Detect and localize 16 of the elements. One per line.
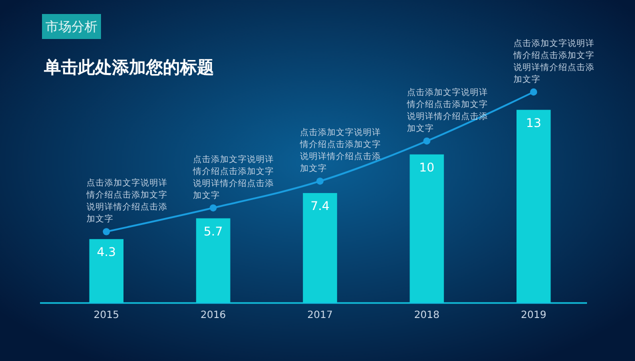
annotation: 点击添加文字说明详情介绍点击添加文字说明详情介绍点击添加文字 bbox=[512, 38, 595, 85]
annotation: 点击添加文字说明详情介绍点击添加文字说明详情介绍点击添加文字 bbox=[85, 178, 168, 225]
annotation: 点击添加文字说明详情介绍点击添加文字说明详情介绍点击添加文字 bbox=[192, 154, 274, 201]
data-label: 10 bbox=[419, 160, 434, 174]
data-label: 5.7 bbox=[204, 224, 223, 238]
x-tick-label: 2016 bbox=[200, 310, 226, 321]
x-tick-label: 2018 bbox=[414, 310, 440, 321]
chart-subtitle: 市场分析 bbox=[46, 20, 98, 35]
data-label: 4.3 bbox=[96, 245, 116, 260]
data-label: 7.4 bbox=[310, 199, 330, 214]
x-tick-label: 2015 bbox=[94, 310, 120, 321]
data-label: 13 bbox=[526, 116, 542, 130]
chart-title: 单击此处添加您的标题 bbox=[43, 58, 214, 78]
annotation: 点击添加文字说明详情介绍点击添加文字说明详情介绍点击添加文字 bbox=[299, 127, 381, 174]
x-tick-label: 2019 bbox=[520, 310, 546, 321]
x-tick-label: 2017 bbox=[307, 310, 333, 321]
